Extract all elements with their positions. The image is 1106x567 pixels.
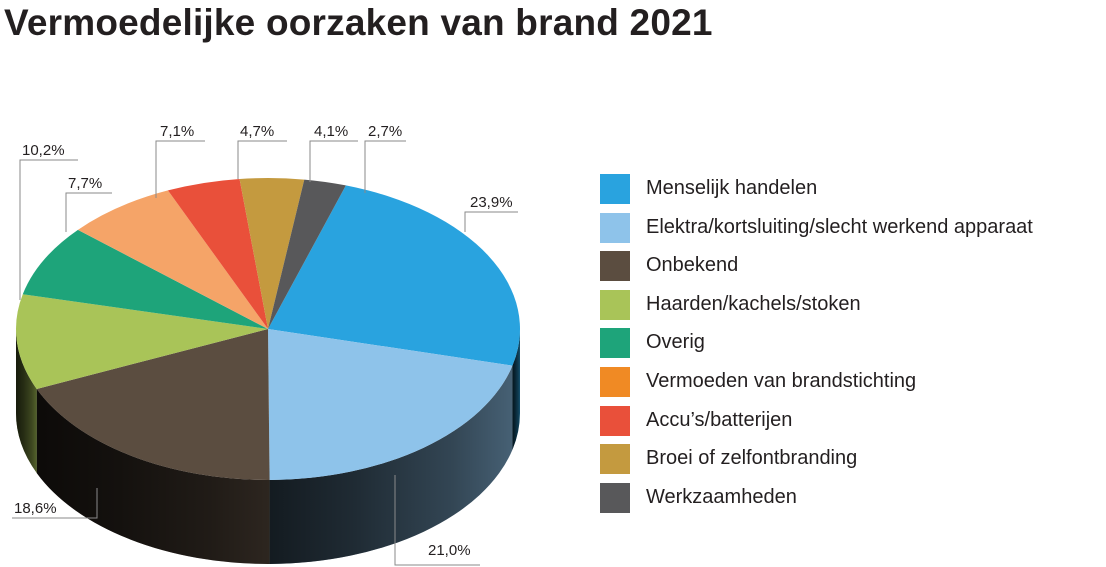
legend-label: Broei of zelfontbranding (646, 447, 858, 470)
pie-side-shade-3 (16, 329, 37, 473)
legend-label: Accu’s/batterijen (646, 408, 793, 431)
legend-swatch (600, 174, 630, 204)
pie-slice-0 (268, 185, 520, 366)
pie-labels: 23,9% 21,0% 18,6% 10,2%7,7% 7,1% 4,7% 4,1% 2,7% (12, 123, 518, 566)
pie-side-shade-1 (269, 365, 513, 564)
data-label-7: 4,1% (314, 123, 348, 140)
legend-swatch (600, 212, 630, 243)
legend-swatch (600, 289, 630, 320)
leader-line-2 (12, 488, 98, 519)
pie-side-shade-0 (512, 329, 520, 450)
data-label-1: 21,0% (428, 542, 471, 559)
leader-line-0 (464, 211, 518, 232)
pie-slice-4 (22, 229, 268, 329)
chart-title: Vermoedelijke oorzaken van brand 2021 (4, 2, 713, 43)
leader-line-3 (19, 159, 78, 300)
pie-slices (15, 178, 520, 480)
legend-label: Overig (646, 331, 705, 354)
pie-slice-2 (36, 329, 270, 480)
leader-line-4 (65, 192, 112, 232)
legend-label: Vermoeden van brandstichting (646, 370, 917, 392)
legend-label: Haarden/kachels/stoken (646, 292, 861, 315)
legend-swatch (600, 444, 630, 475)
data-label-5: 7,1% (160, 123, 194, 140)
data-label-2: 18,6% (14, 500, 57, 517)
legend-swatch (600, 482, 630, 513)
leader-line-7 (309, 140, 358, 182)
pie-slice-5 (77, 190, 268, 329)
data-label-3: 10,2% (22, 142, 65, 159)
legend-label: Elektra/kortsluiting/slecht werkend appa… (646, 215, 1033, 238)
legend-swatch (600, 367, 630, 397)
pie-slice-3 (15, 294, 268, 389)
leader-line-5 (155, 140, 205, 198)
legend-swatch (600, 328, 630, 359)
legend-label: Menselijk handelen (646, 177, 818, 199)
leader-line-1 (394, 475, 480, 566)
pie-slice-6 (167, 178, 268, 329)
data-label-4: 7,7% (68, 175, 102, 192)
leader-line-6 (237, 140, 287, 179)
data-label-8: 2,7% (368, 123, 402, 140)
leader-line-8 (364, 140, 406, 193)
pie-slice-1 (268, 329, 513, 480)
pie-slice-8 (268, 179, 346, 329)
legend-swatch (600, 251, 630, 282)
data-label-6: 4,7% (240, 123, 274, 140)
legend-label: Werkzaamheden (646, 485, 797, 508)
data-label-0: 23,9% (470, 194, 513, 211)
pie-side-shade-2 (36, 388, 270, 564)
legend-swatch (600, 405, 630, 436)
pie-slice-7 (239, 178, 305, 329)
legend-label: Onbekend (646, 254, 739, 277)
pie-sides (16, 329, 520, 564)
